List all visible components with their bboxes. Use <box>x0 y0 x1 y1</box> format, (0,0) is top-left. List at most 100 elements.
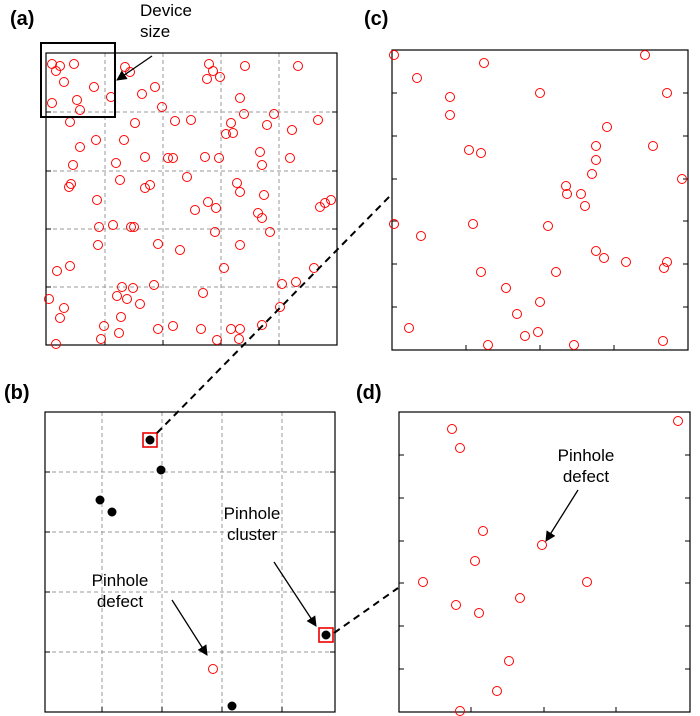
point <box>99 321 109 331</box>
arrow <box>545 489 579 542</box>
point <box>621 257 631 267</box>
panel-label: (d) <box>356 382 382 404</box>
point <box>116 312 126 322</box>
point <box>418 577 428 587</box>
point <box>204 59 214 69</box>
point <box>130 118 140 128</box>
point <box>214 153 224 163</box>
point <box>208 66 218 76</box>
point <box>226 324 236 334</box>
point <box>89 82 99 92</box>
highlight-box <box>318 627 334 643</box>
point <box>232 178 242 188</box>
point <box>293 61 303 71</box>
point <box>202 74 212 84</box>
point <box>140 152 150 162</box>
point <box>259 190 269 200</box>
point <box>277 279 287 289</box>
point <box>68 160 78 170</box>
point <box>219 263 229 273</box>
point <box>115 175 125 185</box>
point <box>128 283 138 293</box>
point <box>602 122 612 132</box>
point <box>591 246 601 256</box>
device-box <box>40 42 116 118</box>
point <box>515 593 525 603</box>
point <box>275 302 285 312</box>
point <box>168 153 178 163</box>
point <box>200 152 210 162</box>
point <box>257 320 267 330</box>
point <box>211 203 221 213</box>
point <box>533 327 543 337</box>
plot-frame <box>398 411 691 713</box>
point <box>59 303 69 313</box>
zoom-connector <box>156 195 391 434</box>
point <box>153 324 163 334</box>
point <box>576 189 586 199</box>
point <box>455 443 465 453</box>
point <box>580 201 590 211</box>
point <box>51 66 61 76</box>
point <box>227 701 237 711</box>
point <box>582 577 592 587</box>
point <box>186 115 196 125</box>
point <box>659 263 669 273</box>
point <box>404 323 414 333</box>
point <box>122 294 132 304</box>
point <box>591 155 601 165</box>
point <box>234 334 244 344</box>
point <box>569 340 579 350</box>
point <box>535 88 545 98</box>
point <box>591 141 601 151</box>
point <box>75 105 85 115</box>
point <box>309 263 319 273</box>
point <box>389 50 399 60</box>
point <box>119 135 129 145</box>
point <box>562 189 572 199</box>
point <box>416 231 426 241</box>
point <box>108 220 118 230</box>
point <box>445 110 455 120</box>
point <box>157 102 167 112</box>
plot-frame <box>44 411 336 713</box>
point <box>492 686 502 696</box>
point <box>91 135 101 145</box>
plot-frame <box>45 52 338 346</box>
point <box>326 195 336 205</box>
point <box>451 600 461 610</box>
point <box>150 82 160 92</box>
point <box>96 334 106 344</box>
point <box>321 630 331 640</box>
panel-label: (b) <box>4 382 30 404</box>
point <box>120 62 130 72</box>
point <box>468 219 478 229</box>
point <box>535 297 545 307</box>
point <box>203 197 213 207</box>
point <box>474 608 484 618</box>
point <box>145 435 155 445</box>
point <box>257 160 267 170</box>
point <box>221 129 231 139</box>
point <box>72 95 82 105</box>
point <box>285 153 295 163</box>
point <box>240 61 250 71</box>
point <box>64 182 74 192</box>
point <box>648 141 658 151</box>
point <box>44 294 54 304</box>
point <box>291 277 301 287</box>
point <box>51 339 61 349</box>
point <box>235 324 245 334</box>
arrow <box>116 55 153 81</box>
point <box>313 115 323 125</box>
annotation: Pinhole cluster <box>223 504 281 544</box>
point <box>257 213 267 223</box>
point <box>235 93 245 103</box>
point <box>117 282 127 292</box>
point <box>561 181 571 191</box>
decorations <box>40 42 579 656</box>
panel-label: (a) <box>10 8 35 30</box>
point <box>135 299 145 309</box>
